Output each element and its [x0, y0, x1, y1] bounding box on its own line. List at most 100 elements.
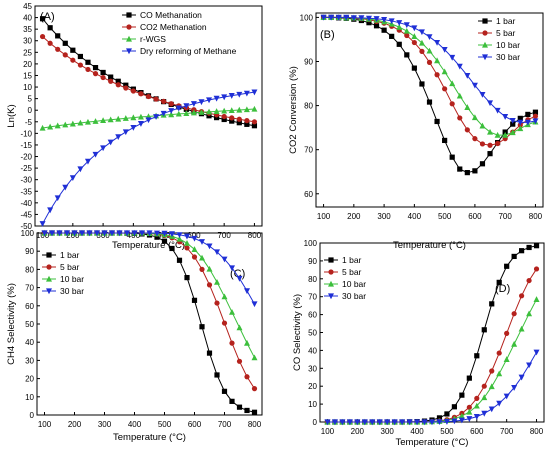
y-tick-label: -30: [20, 176, 32, 185]
legend-marker: [482, 54, 488, 61]
data-point: [384, 419, 391, 426]
data-point: [85, 66, 91, 73]
data-point: [419, 48, 425, 54]
data-point: [487, 151, 493, 157]
data-point: [466, 375, 472, 381]
data-point: [228, 107, 235, 114]
data-point: [213, 95, 220, 102]
data-point: [213, 108, 220, 114]
data-point: [236, 120, 242, 126]
legend-marker: [482, 18, 488, 24]
data-point: [92, 71, 99, 77]
y-tick-label: 40: [25, 338, 34, 347]
data-point: [108, 74, 114, 80]
data-point: [496, 279, 502, 285]
legend-marker: [126, 35, 132, 42]
data-point: [403, 27, 410, 34]
data-point: [251, 354, 258, 361]
y-tick-label: 70: [308, 293, 317, 302]
data-point: [479, 91, 486, 98]
panel-label: (B): [320, 29, 335, 41]
data-point: [335, 14, 342, 21]
data-point: [456, 63, 463, 70]
y-tick-label: -45: [20, 210, 32, 219]
legend-label: 5 bar: [496, 28, 516, 38]
data-point: [206, 282, 213, 288]
y-tick-label: 35: [23, 25, 32, 34]
data-point: [434, 57, 441, 64]
data-point: [488, 406, 495, 413]
data-point: [221, 107, 228, 114]
legend-label: 30 bar: [342, 291, 366, 301]
data-point: [175, 105, 182, 112]
x-axis-label: Temperature (°C): [393, 240, 466, 251]
data-point: [421, 419, 428, 426]
data-point: [251, 386, 258, 392]
data-point: [236, 404, 243, 410]
data-point: [457, 166, 463, 172]
data-point: [214, 278, 220, 285]
data-point: [184, 245, 190, 251]
y-tick-label: -20: [20, 153, 32, 162]
y-tick-label: 100: [300, 13, 314, 22]
y-tick-label: 40: [308, 346, 317, 355]
data-point: [145, 93, 152, 100]
legend-marker: [46, 288, 52, 295]
y-tick-label: 90: [304, 58, 313, 67]
y-tick-label: -40: [20, 199, 32, 208]
data-point: [511, 340, 518, 347]
data-point: [251, 301, 258, 308]
data-point: [169, 245, 175, 252]
data-point: [145, 117, 152, 124]
data-point: [426, 59, 433, 65]
data-point: [488, 383, 495, 390]
y-tick-label: -35: [20, 187, 32, 196]
y-tick-label: 25: [23, 48, 32, 57]
data-point: [198, 99, 205, 106]
x-tick-label: 600: [188, 420, 202, 429]
y-tick-label: 30: [308, 364, 317, 373]
data-point: [236, 358, 243, 364]
data-point: [70, 57, 76, 63]
data-point: [137, 121, 144, 127]
y-tick-label: 90: [308, 257, 317, 266]
data-point: [69, 120, 76, 127]
data-point: [474, 353, 480, 359]
data-point: [436, 415, 443, 421]
x-tick-label: 800: [529, 212, 543, 221]
y-tick-label: 80: [304, 102, 313, 111]
x-tick-label: 600: [470, 427, 484, 436]
legend-marker: [126, 12, 132, 18]
data-point: [464, 170, 470, 176]
data-point: [354, 419, 361, 426]
legend-marker: [126, 48, 132, 55]
data-point: [449, 54, 456, 61]
data-point: [496, 370, 503, 377]
data-point: [517, 125, 524, 132]
data-point: [444, 411, 450, 417]
data-point: [47, 207, 54, 214]
data-point: [442, 137, 448, 144]
data-point: [496, 350, 502, 356]
data-point: [389, 33, 395, 39]
data-point: [62, 52, 68, 58]
legend: 1 bar 5 bar 10 bar 30 bar: [324, 255, 366, 301]
data-point: [487, 100, 494, 107]
data-point: [62, 40, 68, 46]
y-tick-label: 70: [25, 284, 34, 293]
series-30-bar: [324, 349, 540, 426]
data-point: [206, 97, 213, 104]
data-point: [86, 230, 93, 237]
data-point: [473, 414, 480, 420]
y-tick-label: 15: [23, 71, 32, 80]
data-point: [77, 166, 84, 173]
data-point: [517, 115, 523, 121]
data-point: [466, 416, 473, 422]
data-point: [229, 308, 235, 315]
data-point: [487, 128, 494, 135]
data-point: [426, 34, 433, 41]
data-point: [411, 39, 417, 46]
legend: 1 bar 5 bar 10 bar 30 bar: [42, 250, 84, 296]
data-point: [214, 249, 220, 256]
data-point: [100, 145, 107, 152]
